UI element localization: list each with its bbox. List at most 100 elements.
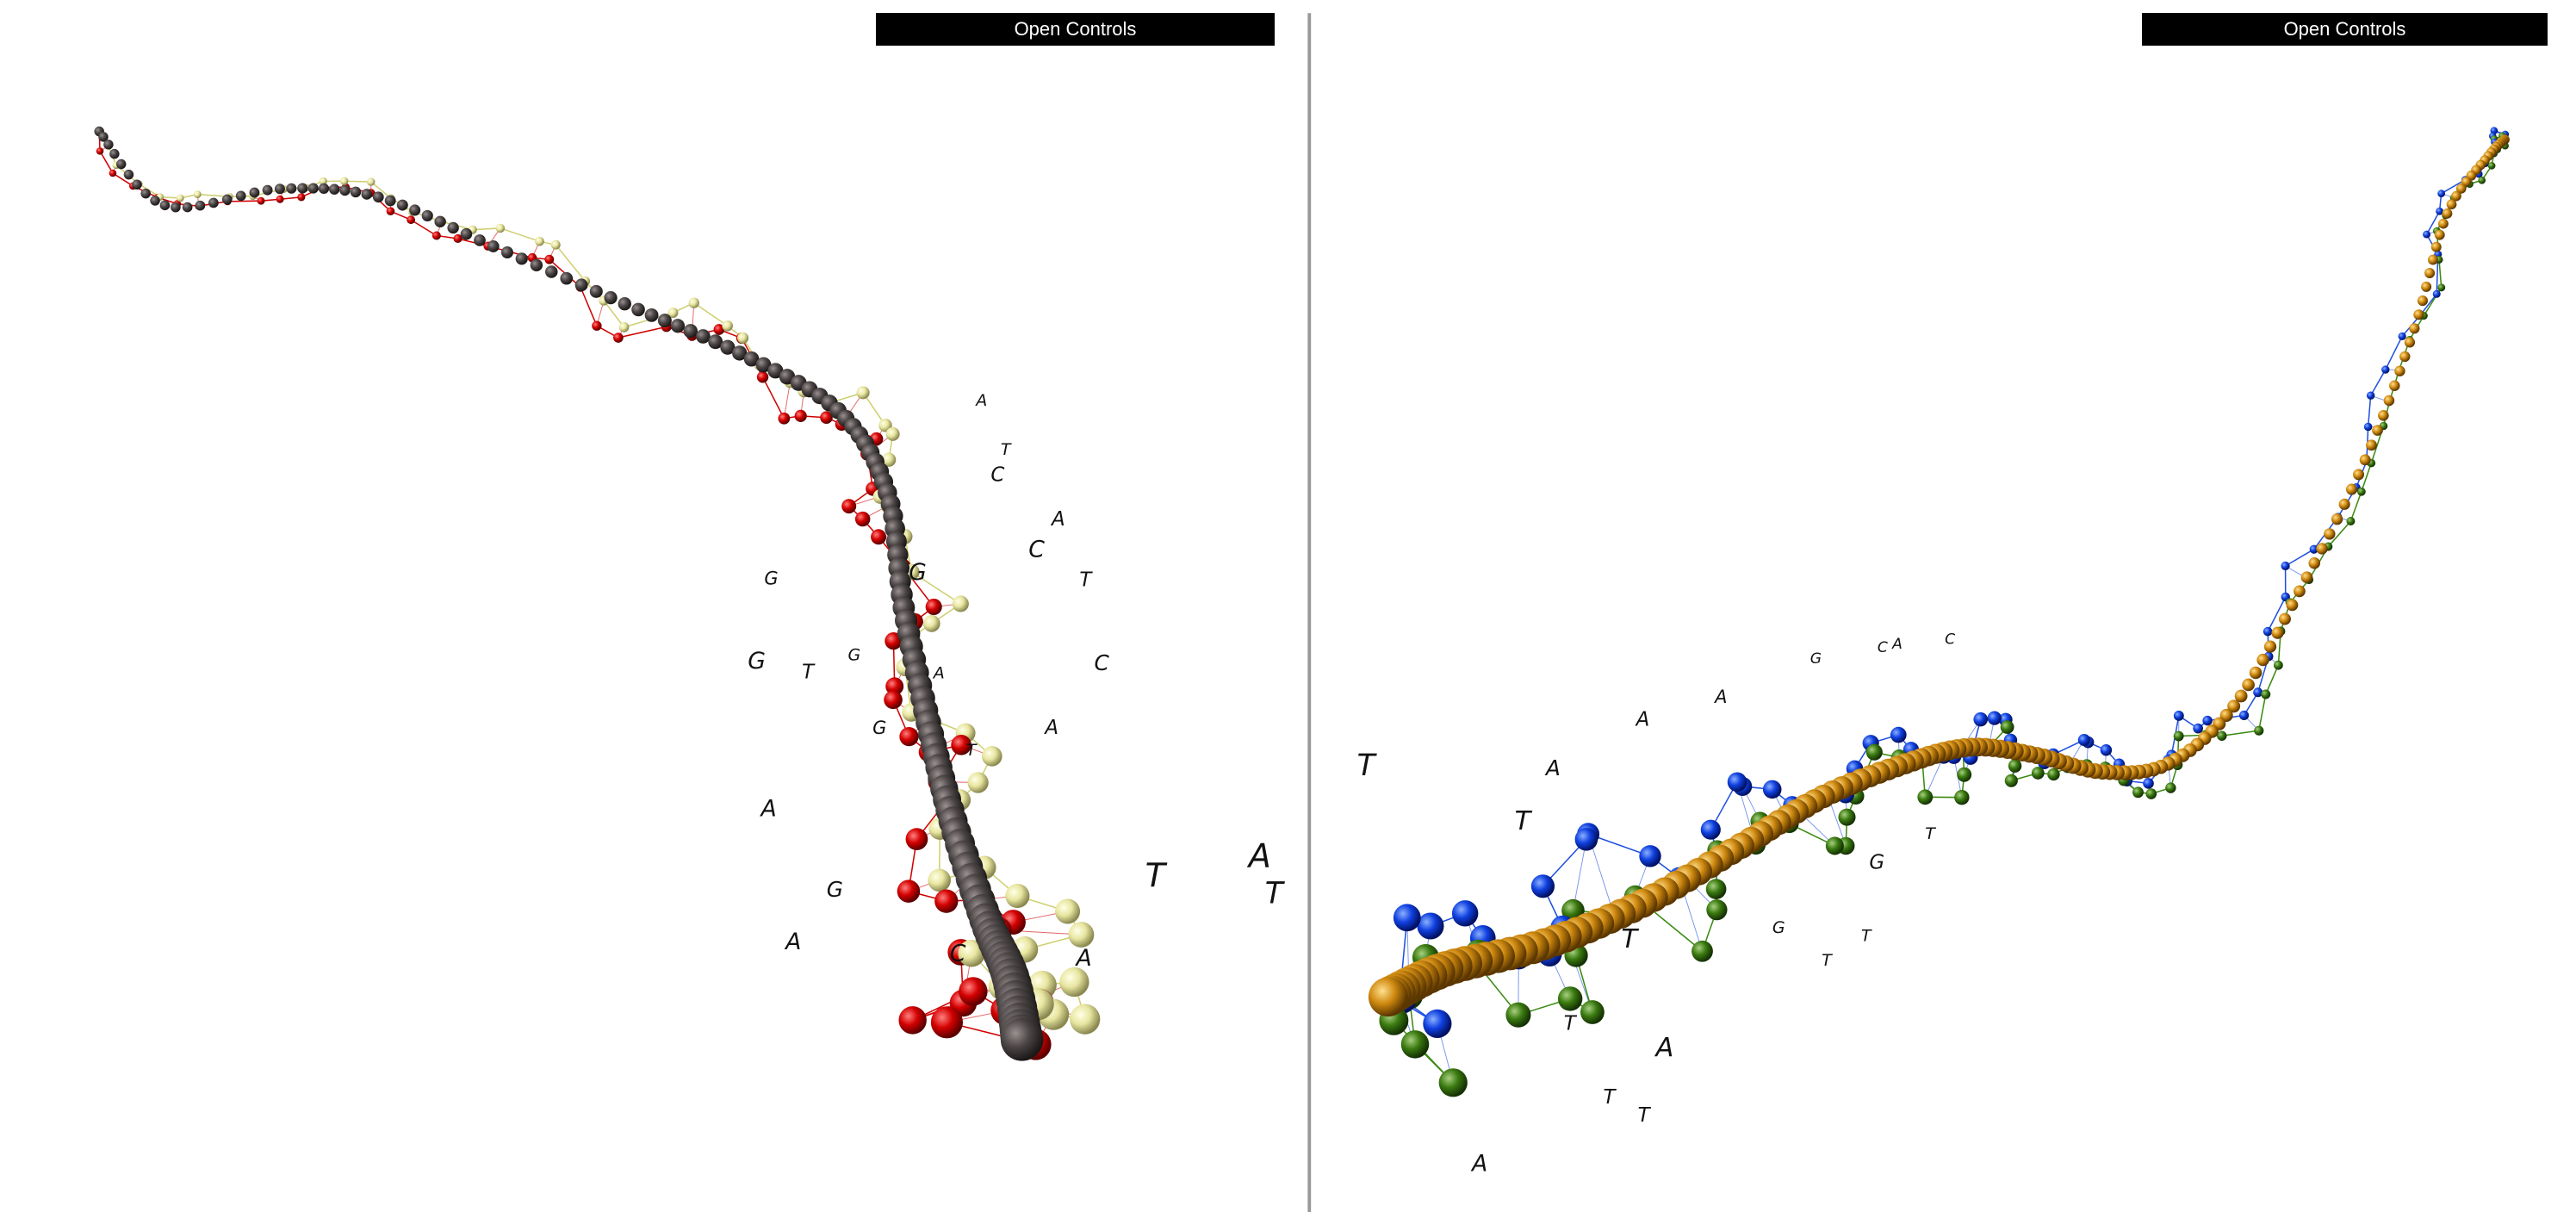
nucleotide-label: G	[1869, 852, 1884, 874]
nucleotide-label: G	[848, 645, 861, 664]
backbone-bead	[560, 272, 573, 285]
nucleotide	[1826, 836, 1844, 855]
nucleotide	[841, 499, 856, 513]
backbone-bead	[171, 202, 181, 213]
nucleotide-label: A	[1635, 709, 1650, 731]
nucleotide-label: G	[909, 559, 927, 586]
nucleotide	[1890, 727, 1907, 743]
nucleotide	[906, 828, 928, 850]
backbone-bead	[2413, 309, 2424, 320]
backbone-bead	[2438, 219, 2449, 229]
backbone-bead	[2286, 599, 2298, 611]
backbone-bead	[696, 329, 711, 344]
strand-link	[2259, 694, 2266, 730]
backbone-bead	[2316, 543, 2327, 554]
backbone-bead	[2447, 199, 2457, 209]
nucleotide	[2008, 759, 2021, 772]
backbone-bead	[2324, 528, 2335, 539]
strand-link	[694, 303, 728, 326]
backbone-bead	[487, 240, 500, 252]
nucleotide	[2364, 423, 2373, 432]
nucleotide	[544, 255, 554, 264]
nucleotide-label: T	[1515, 806, 1533, 836]
nucleotide-label: T	[1001, 440, 1012, 459]
nucleotide-label: G	[1772, 918, 1785, 937]
nucleotide	[407, 215, 415, 224]
nucleotide-label: A	[1544, 755, 1561, 780]
backbone-bead	[2424, 268, 2435, 278]
nucleotide	[258, 197, 265, 205]
backbone-bead	[2250, 667, 2262, 679]
nucleotide	[1973, 712, 1988, 727]
nucleotide-label: T	[1822, 951, 1833, 970]
backbone-bead	[2242, 679, 2255, 692]
nucleotide	[757, 371, 768, 382]
nucleotide	[953, 595, 969, 612]
nucleotide-label: T	[1604, 1086, 1617, 1109]
nucleotide	[177, 195, 184, 202]
nucleotide	[1417, 912, 1443, 939]
strand-link	[2222, 730, 2259, 736]
backbone-bead	[2339, 499, 2350, 510]
open-controls-button[interactable]: Open Controls	[2142, 13, 2548, 46]
nucleotide-label: A	[1713, 687, 1727, 707]
nucleotide	[2367, 392, 2374, 400]
backbone-bead	[140, 189, 151, 199]
nucleotide-label: T	[1357, 749, 1378, 783]
strand-link	[2350, 492, 2361, 521]
nucleotide-label: A	[760, 796, 777, 823]
backbone-bead	[339, 185, 350, 196]
nucleotide-label: C	[990, 464, 1004, 487]
backbone-bead	[196, 201, 206, 211]
nucleotide	[1728, 773, 1747, 792]
backbone-bead	[2384, 395, 2395, 407]
nucleotide	[2143, 778, 2154, 789]
nucleotide	[2165, 782, 2176, 792]
nucleotide	[2047, 768, 2059, 780]
nucleotide	[1763, 780, 1782, 799]
backbone-bead	[2366, 439, 2377, 451]
backbone-bead	[319, 183, 329, 194]
nucleotide	[1957, 768, 1971, 782]
open-controls-button[interactable]: Open Controls	[876, 13, 1275, 46]
nucleotide	[297, 193, 305, 201]
nucleotide	[1838, 809, 1855, 826]
nucleotide	[619, 322, 630, 333]
nucleotide	[2423, 231, 2430, 239]
strand-link	[2368, 395, 2371, 426]
nucleotide	[276, 196, 284, 203]
nucleotide	[2437, 283, 2445, 291]
nucleotide	[2274, 661, 2283, 670]
nucleotide	[1069, 922, 1095, 948]
nucleotide-label: G	[748, 648, 766, 674]
page: ATTACGAAGTGCATCAGGGATCTATATAATTTTAAGCACT…	[0, 0, 2576, 1212]
nucleotide	[2281, 562, 2289, 570]
nucleotide	[926, 599, 942, 615]
nucleotide	[2202, 716, 2212, 725]
nucleotide	[855, 512, 870, 526]
nucleotide-label: A	[974, 391, 987, 410]
nucleotide	[2346, 517, 2355, 525]
nucleotide	[857, 386, 870, 399]
nucleotide	[722, 320, 733, 332]
nucleotide	[1917, 789, 1933, 805]
backbone-bead	[447, 222, 458, 233]
nucleotide	[778, 413, 790, 425]
viewer: ATTACGAAGTGCATCAGGGATCTATATAATTTTAAGCACT…	[0, 0, 2576, 1212]
backbone-bead	[422, 210, 433, 221]
nucleotide-label: G	[764, 569, 778, 589]
left-view	[94, 127, 1100, 1061]
backbone-bead	[308, 183, 319, 193]
backbone-bead	[2331, 513, 2343, 525]
nucleotide	[1423, 1010, 1451, 1038]
nucleotide	[1706, 879, 1727, 899]
nucleotide	[2433, 290, 2441, 298]
backbone-bead	[373, 191, 384, 202]
nucleotide	[2101, 744, 2112, 755]
backbone-bead	[2301, 571, 2313, 583]
nucleotide	[795, 410, 807, 422]
nucleotide-label: T	[1265, 877, 1286, 911]
nucleotide	[2145, 788, 2157, 799]
nucleotide	[928, 869, 951, 892]
backbone-bead	[2264, 641, 2276, 653]
